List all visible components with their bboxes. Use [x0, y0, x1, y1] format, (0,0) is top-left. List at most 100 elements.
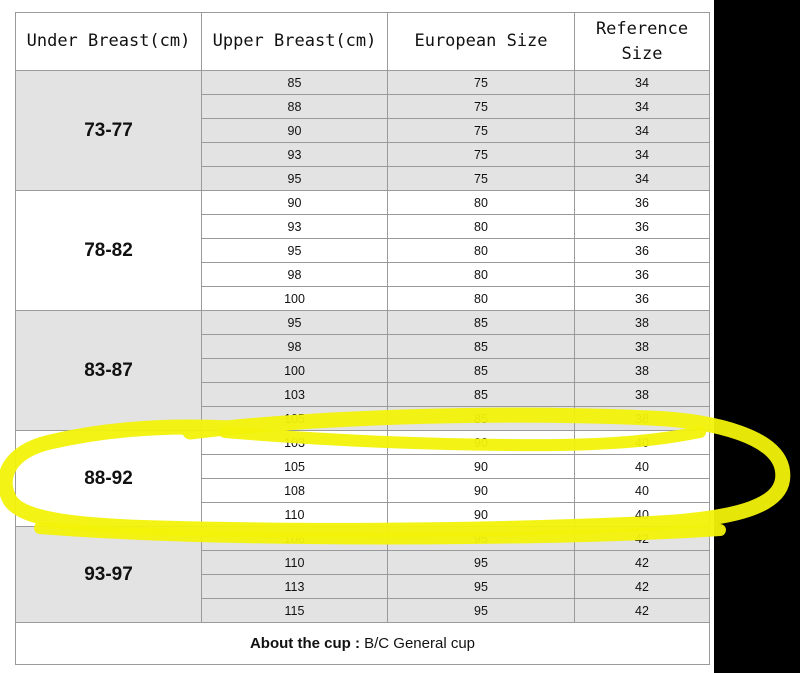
european-size-cell: 85: [387, 334, 575, 359]
under-breast-range: 73-77: [15, 70, 202, 191]
table-row: 93 80 36: [16, 214, 710, 239]
upper-breast-cell: 93: [201, 214, 388, 239]
european-size-cell: 90: [387, 502, 575, 527]
table-row: 100 80 36: [16, 286, 710, 311]
table-row: 103 85 38: [16, 382, 710, 407]
european-size-cell: 90: [387, 430, 575, 455]
under-breast-range: 83-87: [15, 310, 202, 431]
european-size-cell: 85: [387, 382, 575, 407]
cup-note-label: About the cup :: [249, 635, 365, 652]
upper-breast-cell: 108: [201, 526, 388, 551]
upper-breast-cell: 88: [201, 94, 388, 119]
european-size-cell: 80: [387, 190, 575, 215]
table-row: 93-97 108 95 42: [15, 526, 710, 623]
european-size-cell: 95: [387, 526, 575, 551]
upper-breast-cell: 110: [201, 550, 388, 575]
header-european-size: European Size: [387, 12, 575, 71]
upper-breast-cell: 105: [201, 406, 388, 431]
upper-breast-cell: 113: [201, 574, 388, 599]
upper-breast-cell: 98: [201, 334, 388, 359]
reference-size-cell: 38: [574, 358, 710, 383]
upper-breast-cell: 95: [201, 238, 388, 263]
reference-size-cell: 38: [574, 334, 710, 359]
european-size-cell: 80: [387, 262, 575, 287]
table-row: 90 75 34: [16, 118, 710, 143]
cup-note-value: B/C General cup: [364, 635, 476, 652]
european-size-cell: 95: [387, 574, 575, 599]
reference-size-cell: 42: [574, 574, 710, 599]
reference-size-cell: 36: [574, 286, 710, 311]
european-size-cell: 90: [387, 478, 575, 503]
table-row: 73-77 85 75 34: [15, 70, 710, 191]
reference-size-cell: 42: [574, 598, 710, 623]
european-size-cell: 90: [387, 454, 575, 479]
european-size-cell: 75: [387, 94, 575, 119]
reference-size-cell: 36: [574, 238, 710, 263]
european-size-cell: 80: [387, 238, 575, 263]
upper-breast-cell: 105: [201, 454, 388, 479]
table-row: 88 75 34: [16, 94, 710, 119]
reference-size-cell: 34: [574, 118, 710, 143]
reference-size-cell: 36: [574, 262, 710, 287]
reference-size-cell: 38: [574, 310, 710, 335]
cup-note: About the cup : B/C General cup: [15, 622, 710, 665]
footer-row: About the cup : B/C General cup: [15, 622, 710, 665]
header-upper-breast: Upper Breast(cm): [201, 12, 388, 71]
upper-breast-cell: 115: [201, 598, 388, 623]
upper-breast-cell: 110: [201, 502, 388, 527]
upper-breast-cell: 103: [201, 430, 388, 455]
reference-size-cell: 34: [574, 70, 710, 95]
reference-size-cell: 38: [574, 406, 710, 431]
upper-breast-cell: 100: [201, 358, 388, 383]
upper-breast-cell: 95: [201, 310, 388, 335]
upper-breast-cell: 103: [201, 382, 388, 407]
reference-size-cell: 40: [574, 478, 710, 503]
upper-breast-cell: 90: [201, 190, 388, 215]
upper-breast-cell: 100: [201, 286, 388, 311]
table-row: 95 75 34: [16, 166, 710, 191]
european-size-cell: 95: [387, 598, 575, 623]
reference-size-cell: 36: [574, 190, 710, 215]
upper-breast-cell: 108: [201, 478, 388, 503]
european-size-cell: 85: [387, 310, 575, 335]
european-size-cell: 75: [387, 118, 575, 143]
european-size-cell: 75: [387, 70, 575, 95]
reference-size-cell: 42: [574, 550, 710, 575]
upper-breast-cell: 98: [201, 262, 388, 287]
european-size-cell: 75: [387, 166, 575, 191]
european-size-cell: 95: [387, 550, 575, 575]
reference-size-cell: 40: [574, 430, 710, 455]
table-row: 98 85 38: [16, 334, 710, 359]
table-row: 113 95 42: [16, 574, 710, 599]
under-breast-range: 88-92: [15, 430, 202, 527]
reference-size-cell: 34: [574, 142, 710, 167]
european-size-cell: 75: [387, 142, 575, 167]
european-size-cell: 80: [387, 286, 575, 311]
header-under-breast: Under Breast(cm): [15, 12, 202, 71]
table-row: 115 95 42: [16, 598, 710, 623]
upper-breast-cell: 93: [201, 142, 388, 167]
table-row: 88-92 103 90 40: [15, 430, 710, 527]
size-table: Under Breast(cm) Upper Breast(cm) Europe…: [15, 12, 710, 665]
under-breast-range: 78-82: [15, 190, 202, 311]
table-row: 110 95 42: [16, 550, 710, 575]
european-size-cell: 85: [387, 406, 575, 431]
table-row: 78-82 90 80 36: [15, 190, 710, 311]
reference-size-cell: 36: [574, 214, 710, 239]
table-row: 93 75 34: [16, 142, 710, 167]
reference-size-cell: 40: [574, 502, 710, 527]
upper-breast-cell: 95: [201, 166, 388, 191]
european-size-cell: 85: [387, 358, 575, 383]
upper-breast-cell: 85: [201, 70, 388, 95]
upper-breast-cell: 90: [201, 118, 388, 143]
reference-size-cell: 42: [574, 526, 710, 551]
header-reference-size: Reference Size: [574, 12, 710, 71]
european-size-cell: 80: [387, 214, 575, 239]
header-row: Under Breast(cm) Upper Breast(cm) Europe…: [15, 12, 710, 71]
table-body: 73-77 85 75 34 88 75 34 90 75 34 93 75 34 95 75 34 78-82…: [15, 70, 710, 623]
table-row: 83-87 95 85 38: [15, 310, 710, 431]
table-row: 98 80 36: [16, 262, 710, 287]
under-breast-range: 93-97: [15, 526, 202, 623]
reference-size-cell: 34: [574, 94, 710, 119]
